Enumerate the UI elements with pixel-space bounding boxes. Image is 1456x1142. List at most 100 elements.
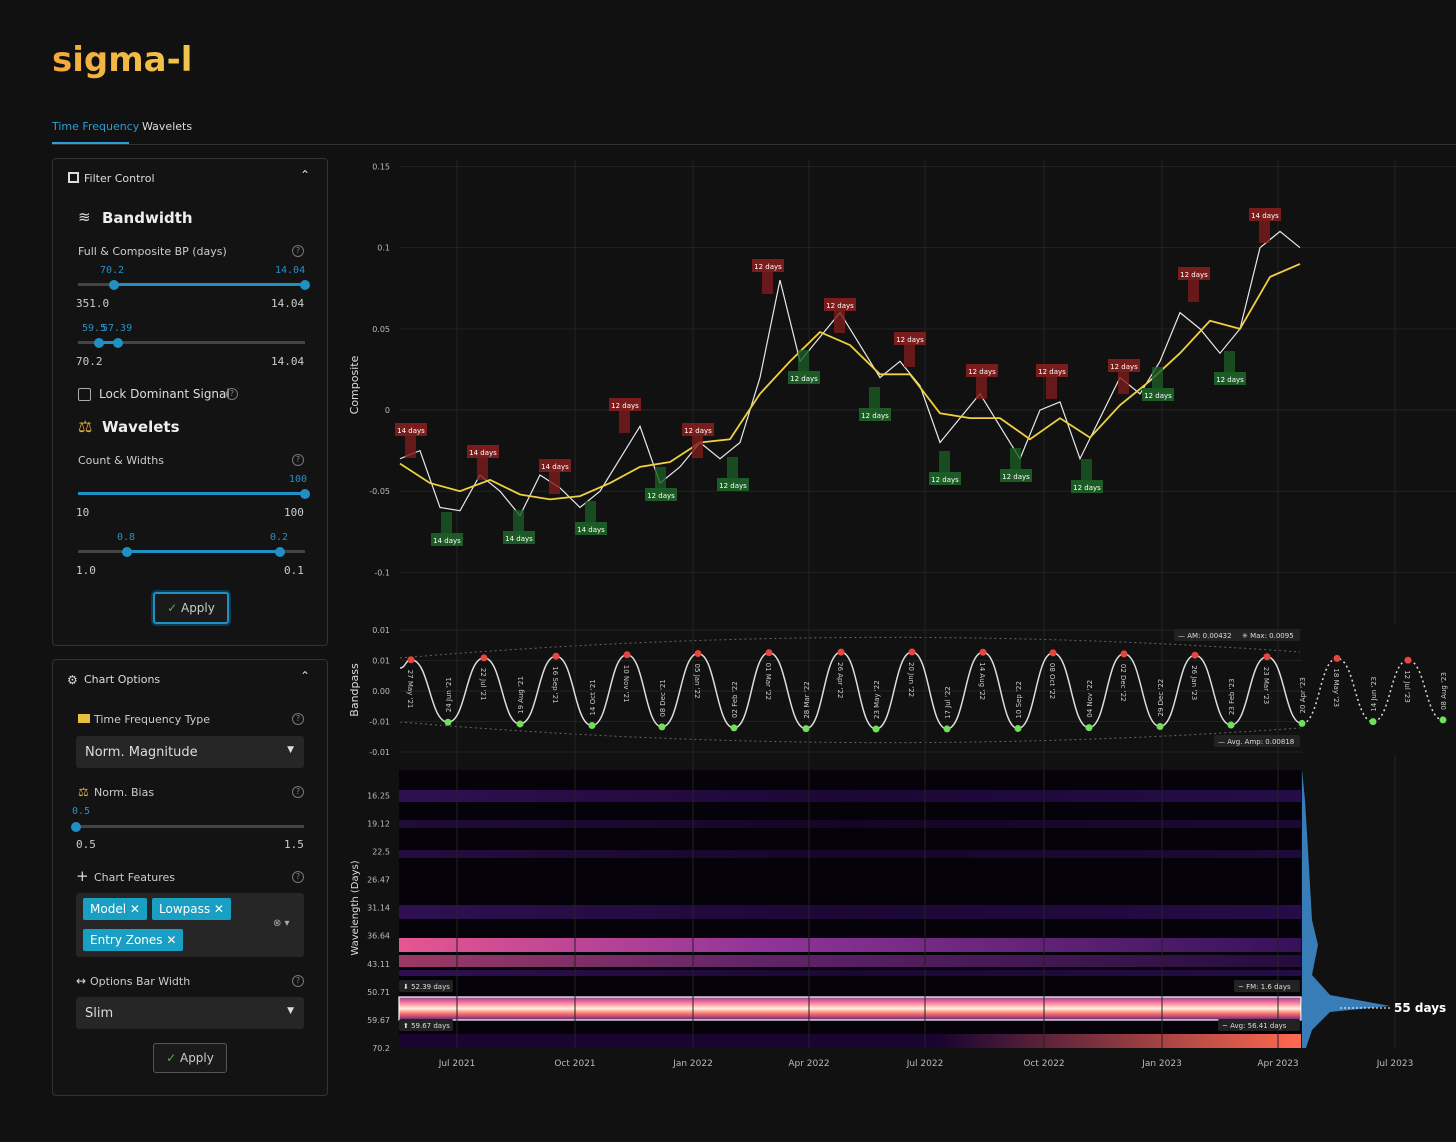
- cycle-tag: [929, 472, 961, 485]
- peak-dot: [1333, 654, 1341, 662]
- y-tick-label: 70.2: [372, 1044, 390, 1053]
- slider-max: 14.04: [271, 297, 305, 310]
- annotation: — AM: 0.00432: [1178, 632, 1232, 640]
- y-axis-title: Wavelength (Days): [350, 860, 361, 955]
- trough-date: 28 Mar '22: [803, 681, 811, 718]
- x-tick-label: Jul 2022: [906, 1059, 944, 1069]
- heat-band: [399, 905, 1301, 919]
- chip[interactable]: Entry Zones ✕: [83, 929, 184, 951]
- y-tick-label: 0.05: [372, 325, 390, 334]
- cycle-tag: [1214, 372, 1246, 385]
- cycle-label: 12 days: [684, 427, 712, 435]
- cycle-bar: [513, 510, 524, 532]
- apply-button[interactable]: ✓ Apply: [153, 1043, 227, 1073]
- caret: ▼: [287, 1006, 294, 1016]
- slider[interactable]: [78, 341, 305, 344]
- checkbox[interactable]: [78, 388, 91, 401]
- help[interactable]: ?: [292, 975, 304, 987]
- apply-button[interactable]: ✓ Apply: [153, 592, 229, 624]
- y-tick-label: 50.71: [367, 988, 390, 997]
- annotation: ⬆ 59.67 days: [403, 1022, 450, 1030]
- chip[interactable]: Lowpass ✕: [152, 898, 231, 920]
- dropdown[interactable]: Norm. Magnitude ▼: [76, 736, 304, 768]
- trough-date: 24 Jun '21: [445, 677, 453, 712]
- cycle-label: 12 days: [647, 492, 675, 500]
- panel-title: Filter Control: [84, 172, 155, 185]
- heat-band: [399, 1034, 1301, 1048]
- slider-knob[interactable]: [71, 822, 81, 832]
- label: Count & Widths: [78, 454, 164, 467]
- cycle-tag: [431, 533, 463, 546]
- y-tick-label: 26.47: [367, 876, 390, 885]
- envelope: [399, 636, 1301, 659]
- peak-date: 22 Jul '21: [479, 668, 487, 701]
- label: Chart Features: [94, 871, 176, 884]
- chip[interactable]: Model ✕: [83, 898, 147, 920]
- peak-date: 26 Jan '23: [1190, 665, 1198, 700]
- slider-knob[interactable]: [109, 280, 119, 290]
- y-tick-label: -0.01: [369, 718, 390, 727]
- collapse[interactable]: ⌃: [300, 669, 311, 683]
- cycle-tag: [467, 445, 499, 458]
- label: Norm. Bias: [94, 786, 155, 799]
- chip-label: Model: [90, 902, 127, 916]
- cycle-bar: [1259, 221, 1270, 243]
- cycle-tag: [395, 423, 427, 436]
- projection-mask: [1302, 625, 1456, 755]
- slider-knob[interactable]: [300, 489, 310, 499]
- dropdown[interactable]: Slim ▼: [76, 997, 304, 1029]
- peak-date: 05 Jan '22: [693, 664, 701, 699]
- cycle-label: 14 days: [505, 535, 533, 543]
- slider-min: 351.0: [76, 297, 110, 310]
- cycle-bar: [904, 345, 915, 367]
- peak-dot: [1191, 651, 1199, 659]
- handle-value: 0.2: [270, 532, 289, 543]
- x-tick-label: Oct 2021: [554, 1059, 595, 1069]
- cycle-label: 12 days: [754, 263, 782, 271]
- help[interactable]: ?: [292, 713, 304, 725]
- cycle-tag: [645, 488, 677, 501]
- slider-knob[interactable]: [94, 338, 104, 348]
- trough-dot: [1298, 719, 1306, 727]
- help[interactable]: ?: [292, 871, 304, 883]
- heat-band: [399, 820, 1301, 828]
- section-title: Wavelets: [102, 418, 180, 436]
- slider-min: 70.2: [76, 355, 103, 368]
- peak-date: 16 Sep '21: [551, 666, 559, 703]
- slider-max: 1.5: [284, 838, 304, 851]
- collapse[interactable]: ⌃: [300, 168, 311, 182]
- x-tick-label: Jan 2023: [1141, 1059, 1182, 1069]
- y-tick-label: 0: [385, 406, 390, 415]
- icon: [78, 714, 90, 723]
- y-tick-label: 0.01: [372, 626, 390, 635]
- tab[interactable]: Time Frequency: [52, 120, 140, 133]
- slider-knob[interactable]: [275, 547, 285, 557]
- cycle-tag: [824, 298, 856, 311]
- annotation-box: [1174, 629, 1240, 641]
- slider-fill: [78, 492, 305, 495]
- tab[interactable]: Wavelets: [142, 120, 193, 133]
- cycle-bar: [1081, 459, 1092, 481]
- slider-knob[interactable]: [300, 280, 310, 290]
- heat-band: [399, 955, 1301, 967]
- clear[interactable]: ⊗ ▾: [273, 918, 290, 929]
- cycle-label: 14 days: [577, 526, 605, 534]
- cycle-label: 12 days: [1002, 473, 1030, 481]
- handle-value: 100: [289, 474, 308, 485]
- help[interactable]: ?: [226, 388, 238, 400]
- dropdown-value: Norm. Magnitude: [85, 745, 198, 760]
- trough-dot: [1156, 722, 1164, 730]
- slider[interactable]: [76, 825, 304, 828]
- help[interactable]: ?: [292, 454, 304, 466]
- slider-knob[interactable]: [122, 547, 132, 557]
- slider-knob[interactable]: [113, 338, 123, 348]
- cycle-tag: [788, 371, 820, 384]
- trough-dot: [1227, 721, 1235, 729]
- checkbox-label[interactable]: Lock Dominant Signal: [99, 387, 230, 401]
- help[interactable]: ?: [292, 786, 304, 798]
- help[interactable]: ?: [292, 245, 304, 257]
- x-tick-label: Jan 2022: [672, 1059, 713, 1069]
- cycle-bar: [798, 350, 809, 372]
- trough-date: 10 Sep '22: [1015, 681, 1023, 718]
